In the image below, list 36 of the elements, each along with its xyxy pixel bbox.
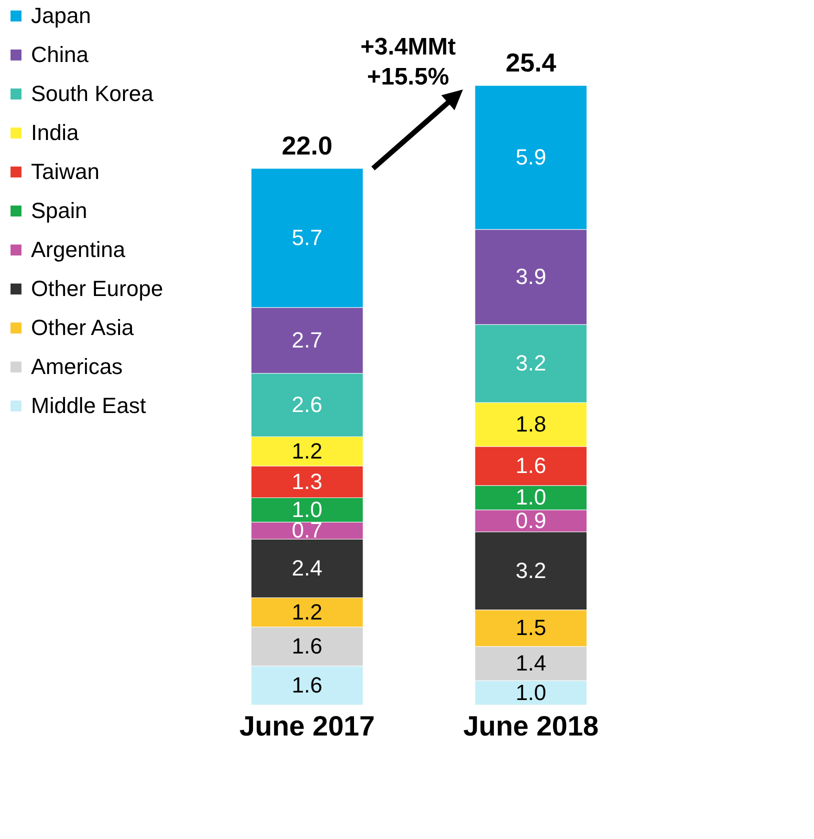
legend-label: South Korea [31,81,154,106]
legend-label: Japan [31,3,91,28]
legend-label: Other Asia [31,315,134,340]
data-label: 1.0 [516,680,546,705]
legend-label: India [31,120,80,145]
data-label: 1.2 [292,599,322,624]
data-label: 5.9 [516,144,546,170]
x-tick-label: June 2017 [239,710,375,742]
annotation: +3.4MMt +15.5% [360,34,456,91]
data-label: 1.0 [516,484,546,510]
data-label: 2.4 [292,555,322,580]
legend-label: China [31,42,90,67]
data-label: 3.9 [516,264,546,289]
legend-label: Americas [31,354,123,379]
total-label: 22.0 [282,130,332,160]
data-label: 1.4 [516,650,546,676]
data-label: 1.6 [292,672,322,698]
data-label: 1.5 [516,615,546,640]
data-label: 2.6 [292,392,322,418]
data-label: 1.3 [292,468,322,494]
data-label: 1.2 [292,438,322,464]
data-label: 3.2 [516,558,546,583]
data-label: 3.2 [516,350,546,376]
legend-label: Middle East [31,393,146,418]
data-label: 2.7 [292,327,322,352]
x-tick-label: June 2018 [463,710,599,742]
data-label: 1.6 [292,633,322,658]
legend-label: Taiwan [31,159,100,184]
total-label: 25.4 [506,48,557,78]
data-label: 5.7 [292,224,322,250]
data-label: 0.9 [516,508,546,533]
legend-label: Argentina [31,237,126,262]
data-label: 1.8 [516,412,546,437]
legend-label: Spain [31,198,88,223]
data-label: 1.6 [516,452,546,478]
legend-label: Other Europe [31,276,164,301]
